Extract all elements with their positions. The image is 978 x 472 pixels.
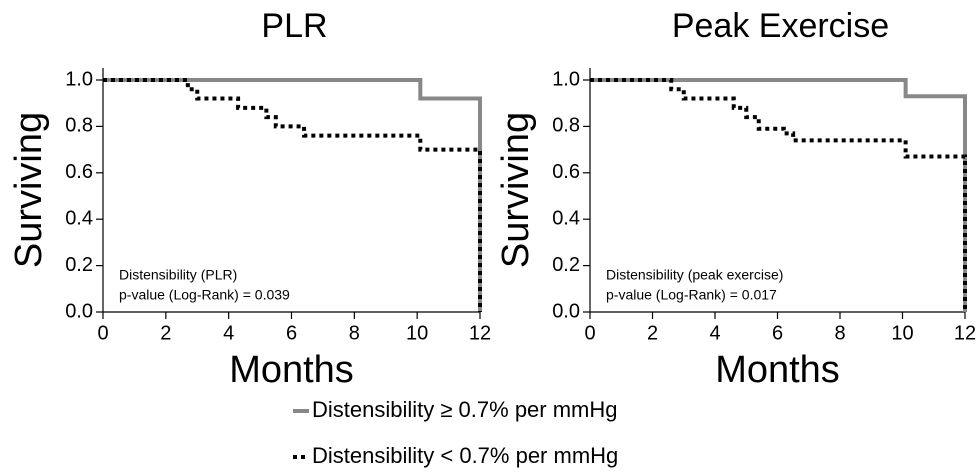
x-tick-label: 0 [97,322,108,344]
y-axis-label: Surviving [495,112,537,268]
y-tick-label: 0.4 [65,207,93,229]
legend-label: Distensibility ≥ 0.7% per mmHg [312,397,618,422]
annotation: p-value (Log-Rank) = 0.017 [606,287,777,303]
y-tick-label: 1.0 [65,68,93,90]
x-axis-label: Months [715,349,840,391]
y-tick-label: 0.4 [552,207,580,229]
chart-title: PLR [261,7,327,45]
survival-curve [103,78,482,312]
survival-curve [590,78,967,312]
y-tick-label: 0.2 [552,254,580,276]
x-tick-label: 10 [406,322,428,344]
x-tick-label: 12 [954,322,976,344]
x-tick-label: 8 [349,322,360,344]
x-tick-label: 10 [891,322,913,344]
y-axis-label: Surviving [8,112,50,268]
x-tick-label: 4 [223,322,234,344]
y-tick-label: 0.0 [65,300,93,322]
x-tick-label: 8 [834,322,845,344]
y-tick-label: 1.0 [552,68,580,90]
y-tick-label: 0.2 [65,254,93,276]
x-tick-label: 4 [709,322,720,344]
x-tick-label: 2 [160,322,171,344]
legend-label: Distensibility < 0.7% per mmHg [312,443,618,468]
annotation: Distensibility (PLR) [119,267,237,283]
y-tick-label: 0.6 [65,161,93,183]
annotation: p-value (Log-Rank) = 0.039 [119,287,290,303]
chart-title: Peak Exercise [672,7,889,45]
x-tick-label: 0 [584,322,595,344]
y-tick-label: 0.0 [552,300,580,322]
y-tick-label: 0.8 [65,115,93,137]
y-tick-label: 0.8 [552,115,580,137]
annotation: Distensibility (peak exercise) [606,267,783,283]
x-tick-label: 2 [647,322,658,344]
x-axis-label: Months [229,349,354,391]
y-tick-label: 0.6 [552,161,580,183]
x-tick-label: 12 [469,322,491,344]
x-tick-label: 6 [772,322,783,344]
x-tick-label: 6 [286,322,297,344]
